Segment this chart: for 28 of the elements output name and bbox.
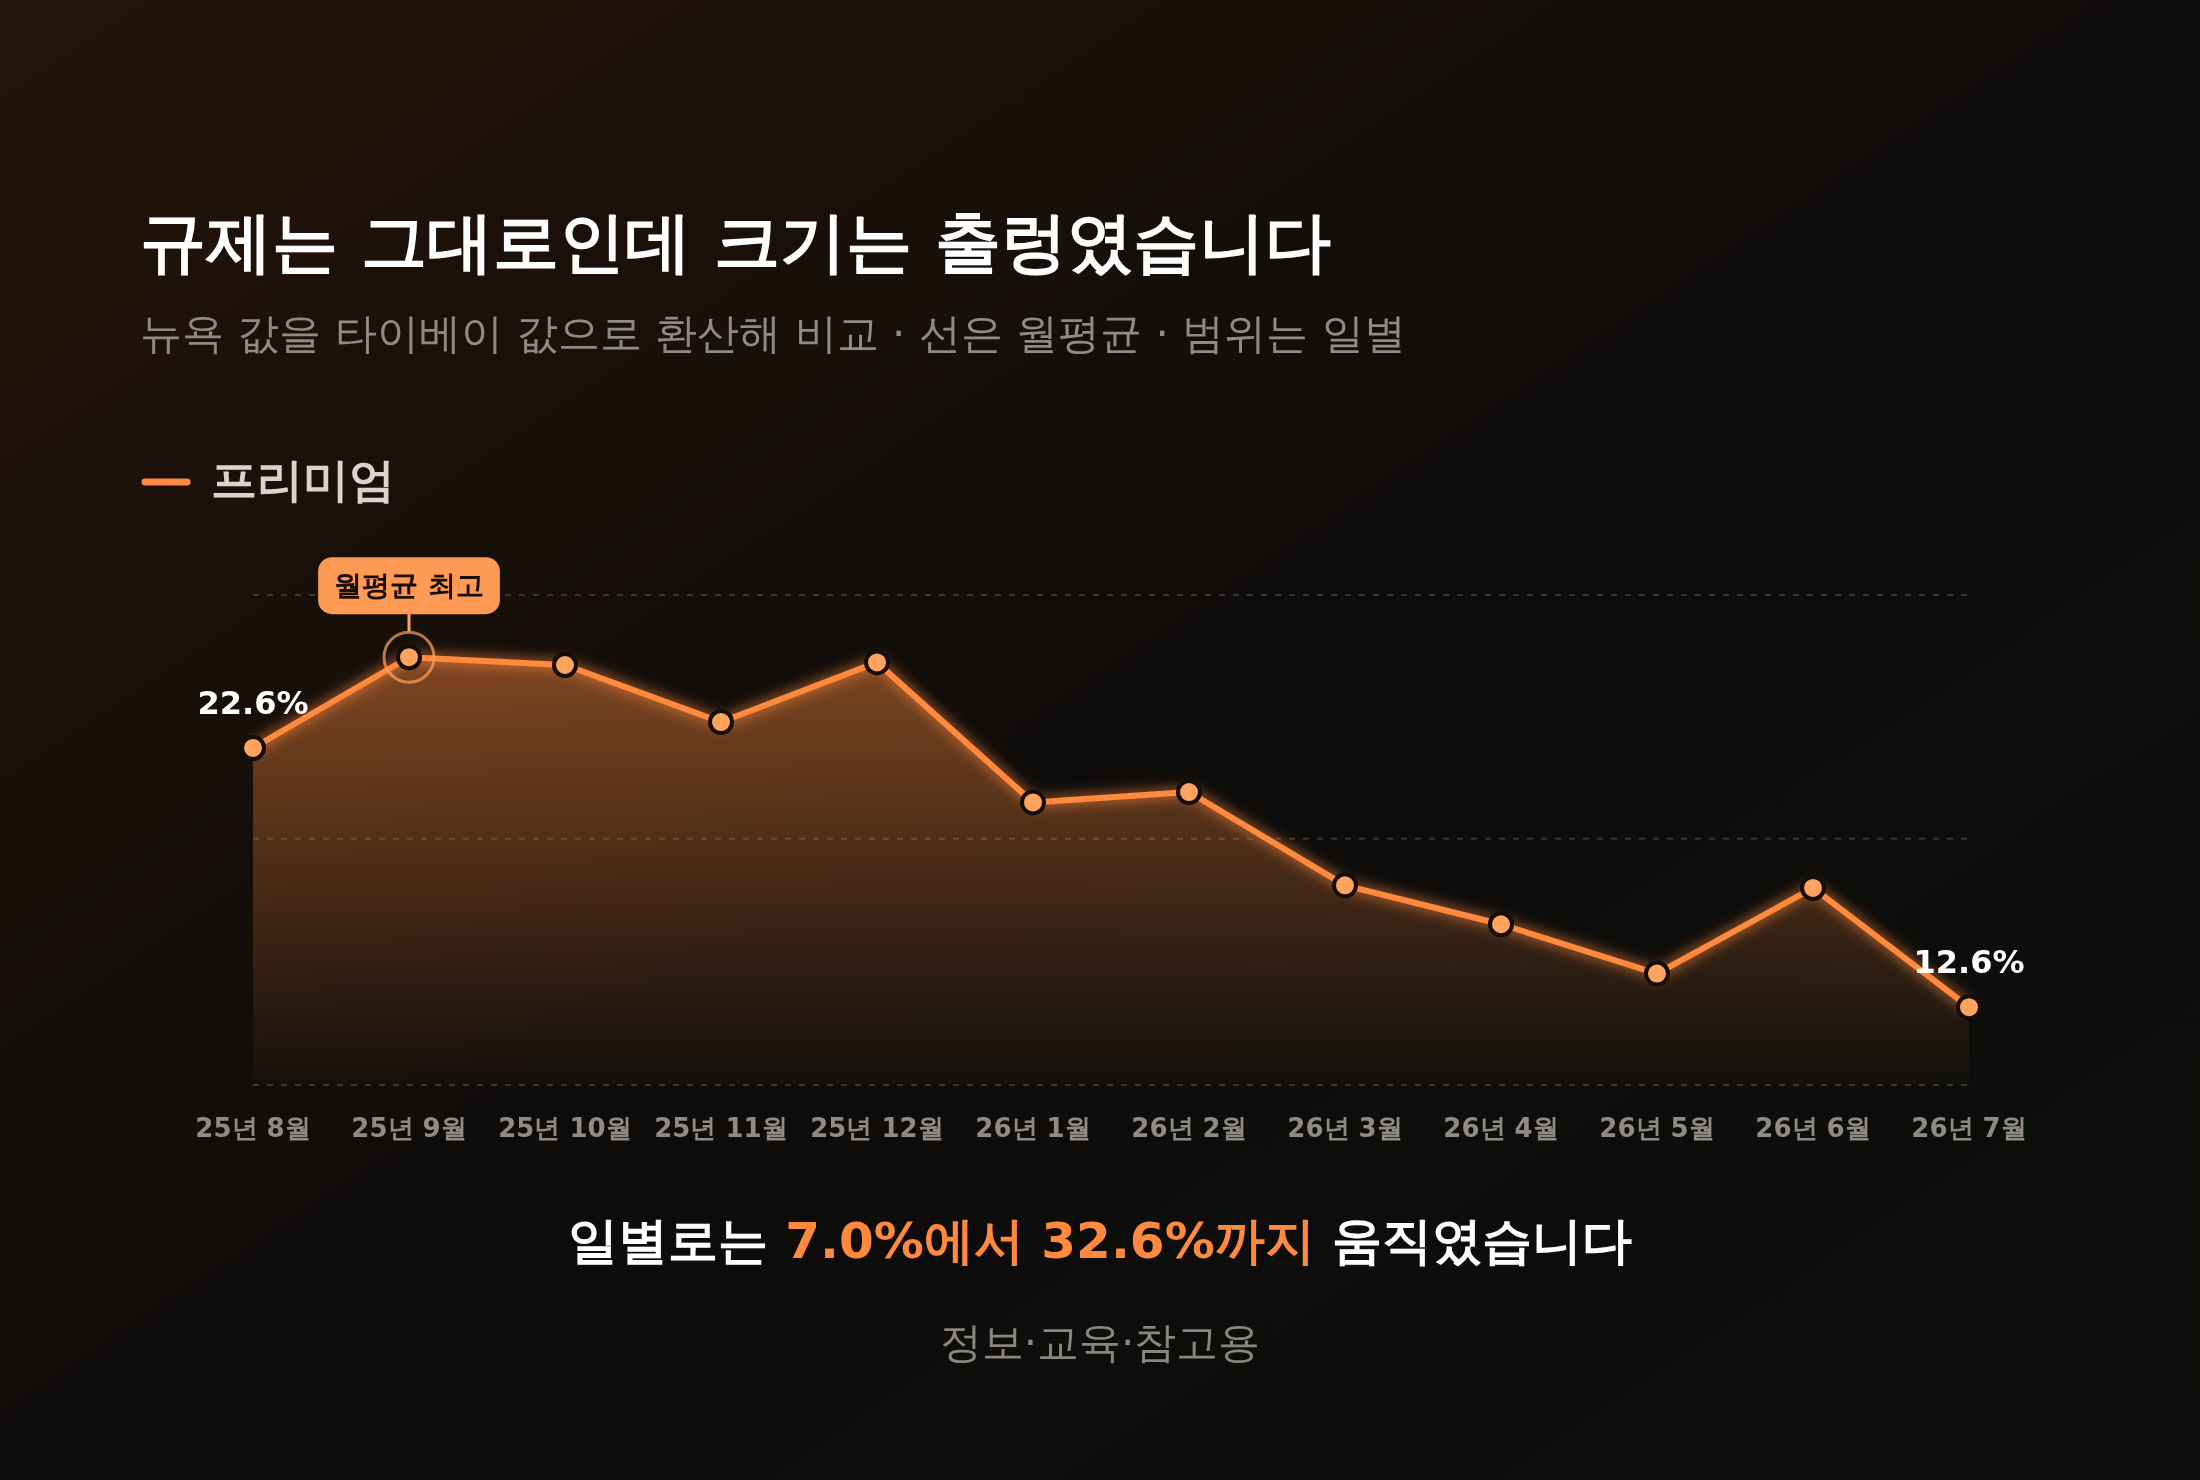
x-tick-label: 25년 11월: [654, 1113, 788, 1143]
x-tick-label: 26년 6월: [1755, 1113, 1871, 1143]
x-tick-label: 26년 2월: [1131, 1113, 1247, 1143]
data-label: 22.6%: [197, 683, 309, 722]
x-tick-label: 26년 4월: [1443, 1113, 1559, 1143]
x-tick-label: 25년 10월: [498, 1113, 632, 1143]
point: [1800, 874, 1826, 901]
point: [1956, 994, 1982, 1021]
point: [1020, 789, 1046, 816]
point: [1644, 960, 1670, 987]
x-tick-label: 26년 1월: [975, 1113, 1091, 1143]
x-tick-label: 26년 3월: [1287, 1113, 1403, 1143]
data-label: 12.6%: [1913, 943, 2025, 982]
x-tick-label: 26년 7월: [1911, 1113, 2027, 1143]
legend-label: 프리미엄: [211, 453, 395, 507]
x-tick-label: 25년 9월: [351, 1113, 467, 1143]
x-tick-label: 26년 5월: [1599, 1113, 1715, 1143]
point: [1488, 911, 1514, 938]
x-tick-label: 25년 8월: [195, 1113, 311, 1143]
point: [708, 709, 734, 736]
annotation: 월평균 최고: [334, 569, 484, 603]
chart-title: 규제는 그대로인데 크기는 출렁였습니다: [140, 204, 1331, 281]
text: 정보·교육·참고용: [939, 1318, 1261, 1367]
point: [1176, 779, 1202, 806]
chart-subtitle: 뉴욕 값을 타이베이 값으로 환산해 비교 · 선은 월평균 · 범위는 일별: [140, 309, 1406, 358]
text: 일별로는 7.0%에서 32.6%까지 움직였습니다: [567, 1212, 1633, 1270]
x-tick-label: 25년 12월: [810, 1113, 944, 1143]
point: [1332, 872, 1358, 899]
